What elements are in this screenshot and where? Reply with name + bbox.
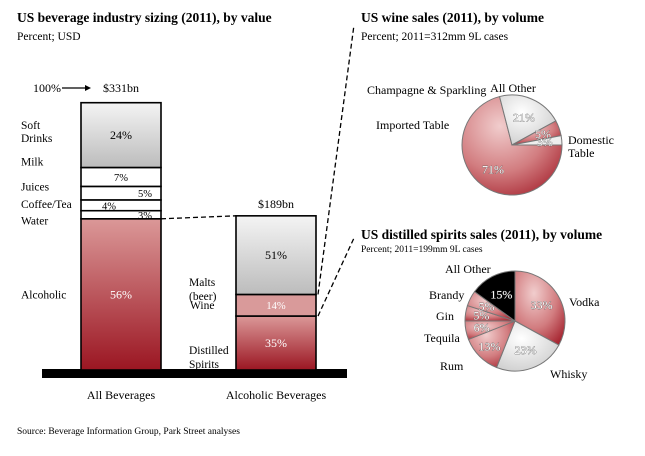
left-chart-subtitle: Percent; USD <box>17 31 81 43</box>
wine-legend-all-other: All Other <box>490 81 536 95</box>
segment-alcoholic <box>80 218 162 371</box>
side-label-wine: Wine <box>190 300 214 312</box>
bar-all-beverages: 56% 3% 4% 5% 7% 24% <box>80 101 162 371</box>
slice-label-all-other: 15% <box>490 287 512 301</box>
wine-legend-domestic-table: Domestic <box>568 133 614 147</box>
category-label-all-beverages: All Beverages <box>87 388 156 402</box>
wine-legend-domestic-table: Table <box>568 146 594 160</box>
slice-domestic-table <box>461 95 563 196</box>
side-label-soft-drinks: Drinks <box>21 133 53 145</box>
segment-label-wine: 14% <box>266 301 286 312</box>
slice-imported-table <box>498 94 557 146</box>
hundred-percent-marker: 100% <box>33 81 61 95</box>
side-label-soft-drinks: Soft <box>21 120 41 132</box>
spirits-legend-all-other: All Other <box>445 262 491 276</box>
wine-chart-subtitle: Percent; 2011=312mm 9L cases <box>361 31 509 43</box>
stacked-bars: 56% 3% 4% 5% 7% 24% 35% 14% 51% $331bn $189bn 100% A… <box>21 24 355 402</box>
side-label-malts: Malts <box>189 277 216 289</box>
spirits-pie-chart: 33%23%13%6%5%5%15%All OtherBrandyGinTequ… <box>424 262 600 381</box>
side-label-coffee-tea: Coffee/Tea <box>21 199 72 211</box>
segment-label-juices: 5% <box>138 189 152 200</box>
segment-coffee-tea <box>80 199 162 212</box>
connector-alcoholic <box>160 215 237 220</box>
slice-label-gin: 5% <box>473 309 489 323</box>
wine-chart-title: US wine sales (2011), by volume <box>361 10 544 25</box>
segment-label-water: 3% <box>138 211 152 222</box>
slice-all-other <box>473 270 516 322</box>
side-label-malts: (beer) <box>189 291 217 303</box>
segment-soft-drinks <box>80 101 162 169</box>
side-label-juices: Juices <box>21 181 50 193</box>
segment-distilled-spirits <box>235 315 317 371</box>
slice-label-champagne-sparkling: 5% <box>535 127 551 141</box>
spirits-chart-title: US distilled spirits sales (2011), by vo… <box>361 227 602 242</box>
side-label-distilled-spirits: Distilled <box>189 345 229 357</box>
spirits-legend-rum: Rum <box>440 359 464 373</box>
slice-all-other <box>511 135 563 146</box>
spirits-legend-whisky: Whisky <box>550 367 587 381</box>
slice-label-imported-table: 21% <box>513 110 535 124</box>
slice-label-tequila: 6% <box>474 320 490 334</box>
spirits-legend-brandy: Brandy <box>429 288 464 302</box>
slice-label-domestic-table: 71% <box>482 162 504 176</box>
source-note: Source: Beverage Information Group, Park… <box>17 426 240 437</box>
total-label-alcoholic-beverages: $189bn <box>258 197 294 211</box>
side-label-water: Water <box>21 216 48 228</box>
spirits-legend-tequila: Tequila <box>424 331 460 345</box>
spirits-legend-vodka: Vodka <box>569 295 600 309</box>
segment-label-alcoholic: 56% <box>110 287 132 301</box>
segment-label-milk: 7% <box>114 173 128 184</box>
slice-label-vodka: 33% <box>531 298 553 312</box>
slice-label-whisky: 23% <box>515 343 537 357</box>
category-label-alcoholic-beverages: Alcoholic Beverages <box>226 388 327 402</box>
connector-wine <box>317 24 355 295</box>
wine-legend-imported-table: Imported Table <box>376 118 449 132</box>
total-label-all-beverages: $331bn <box>103 81 139 95</box>
side-label-distilled-spirits: Spirits <box>189 359 220 371</box>
spirits-legend-gin: Gin <box>436 309 454 323</box>
bar-alcoholic-beverages: 35% 14% 51% <box>235 215 317 371</box>
slice-vodka <box>514 270 566 346</box>
slice-label-rum: 13% <box>479 339 501 353</box>
connector-spirits <box>317 237 355 317</box>
segment-label-coffee-tea: 4% <box>102 201 116 212</box>
left-chart-title: US beverage industry sizing (2011), by v… <box>17 10 272 25</box>
slice-whisky <box>495 320 560 372</box>
baseline <box>42 369 347 378</box>
side-label-milk: Milk <box>21 157 44 169</box>
segment-label-malts-beer: 51% <box>265 248 287 262</box>
spirits-chart-subtitle: Percent; 2011=199mm 9L cases <box>361 245 483 255</box>
hundred-percent-arrowhead <box>85 85 91 91</box>
side-label-alcoholic: Alcoholic <box>21 289 66 301</box>
slice-label-all-other: 3% <box>537 135 553 149</box>
segment-malts-beer <box>235 215 317 296</box>
segment-label-soft-drinks: 24% <box>110 128 132 142</box>
wine-legend-champagne-sparkling: Champagne & Sparkling <box>367 83 486 97</box>
segment-label-distilled-spirits: 35% <box>265 336 287 350</box>
wine-pie-chart: 71% 21%5%3% All Other Champagne & Sparkling… <box>367 81 614 196</box>
